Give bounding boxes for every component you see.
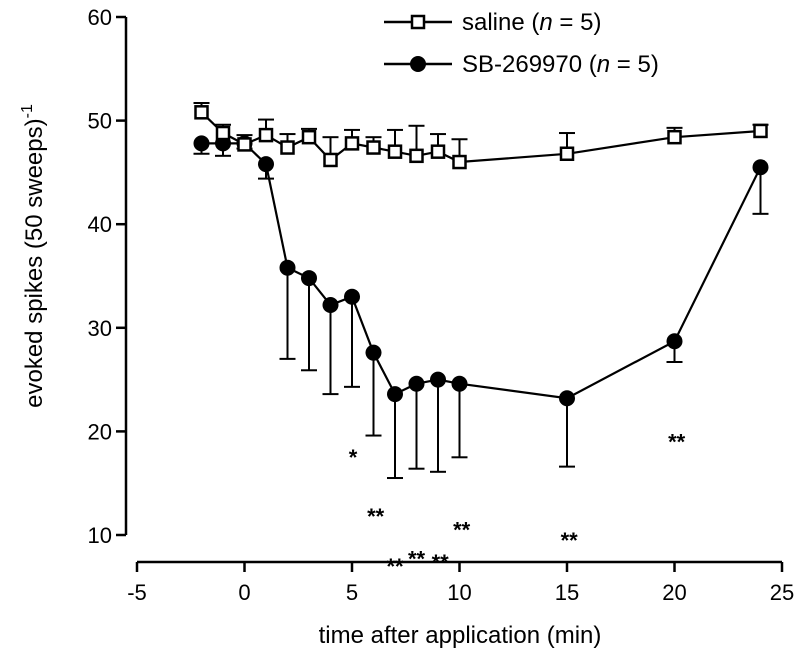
data-point (559, 390, 575, 407)
data-point (387, 144, 403, 159)
legend-item-sb269970: SB-269970 (n = 5) (384, 51, 659, 78)
y-tick-label: 10 (88, 523, 112, 548)
series-sb269970 (193, 135, 769, 480)
data-point (280, 140, 295, 155)
y-tick-label: 30 (88, 316, 112, 341)
data-point (258, 156, 274, 173)
significance-label: ** (408, 547, 426, 572)
legend-item-saline: saline (n = 5) (384, 9, 601, 36)
series-saline (193, 101, 769, 170)
data-point (323, 152, 338, 168)
y-tick-label: 60 (88, 5, 112, 30)
data-point (409, 148, 424, 164)
data-point (752, 159, 769, 176)
legend-n-sb269970: n (597, 51, 610, 78)
significance-label: ** (432, 550, 450, 575)
y-axis-title: evoked spikes (50 sweeps)-1 (19, 104, 48, 408)
y-tick-label: 20 (88, 419, 112, 444)
data-point (344, 288, 360, 305)
data-point (666, 333, 683, 350)
x-tick-label: 15 (555, 580, 579, 605)
data-point (344, 136, 360, 151)
data-point (452, 154, 467, 170)
data-point (258, 127, 274, 143)
legend-label-saline: saline (n = 5) (462, 9, 601, 36)
data-point (387, 386, 403, 403)
legend-label-sb269970: SB-269970 (n = 5) (462, 51, 659, 78)
legend-marker-open-square (410, 14, 426, 30)
data-point (301, 129, 317, 145)
legend: saline (n = 5) SB-269970 (n = 5) (384, 9, 659, 78)
legend-n-saline: n (539, 9, 552, 36)
data-point (430, 371, 446, 388)
x-tick-label: 0 (238, 580, 250, 605)
significance-label: ** (561, 528, 579, 553)
data-point (322, 297, 339, 314)
data-point (753, 123, 768, 139)
axes: 10 20 30 40 50 60 -5 0 5 10 15 20 25 (88, 5, 795, 605)
legend-n-value-saline: = 5) (553, 9, 602, 36)
data-point (408, 375, 425, 392)
data-point (559, 146, 575, 162)
y-axis-title-superscript: -1 (19, 104, 36, 118)
x-tick-label: -5 (127, 580, 147, 605)
y-tick-label: 50 (88, 109, 112, 134)
series-layer (193, 101, 769, 480)
legend-series-name-saline: saline (462, 9, 525, 36)
data-point (193, 135, 210, 152)
significance-label: ** (367, 504, 385, 529)
x-axis-title: time after application (min) (319, 622, 602, 649)
y-axis-title-main: evoked spikes (50 sweeps) (21, 118, 48, 407)
y-tick-label: 40 (88, 212, 112, 237)
data-point (237, 137, 252, 152)
legend-series-name-sb269970: SB-269970 (462, 51, 582, 78)
series-line-saline (200, 111, 761, 164)
data-point (366, 140, 381, 155)
legend-n-value-sb269970: = 5) (610, 51, 659, 78)
data-point (301, 270, 317, 287)
data-point (215, 125, 231, 141)
significance-label: * (349, 445, 358, 470)
x-tick-label: 20 (662, 580, 686, 605)
data-point (194, 105, 209, 120)
series-line-sb269970 (201, 142, 762, 400)
significance-label: ** (453, 518, 471, 543)
data-point (667, 129, 682, 145)
data-point (279, 259, 296, 276)
significance-label: ** (386, 554, 404, 579)
significance-layer: ***** ** **** **** (349, 430, 686, 579)
data-point (430, 144, 446, 159)
legend-marker-filled-circle (410, 56, 426, 72)
data-point (365, 344, 382, 361)
x-tick-label: 5 (346, 580, 358, 605)
data-point (451, 375, 468, 392)
x-tick-label: 10 (447, 580, 471, 605)
significance-label: ** (668, 430, 686, 455)
x-tick-label: 25 (770, 580, 794, 605)
